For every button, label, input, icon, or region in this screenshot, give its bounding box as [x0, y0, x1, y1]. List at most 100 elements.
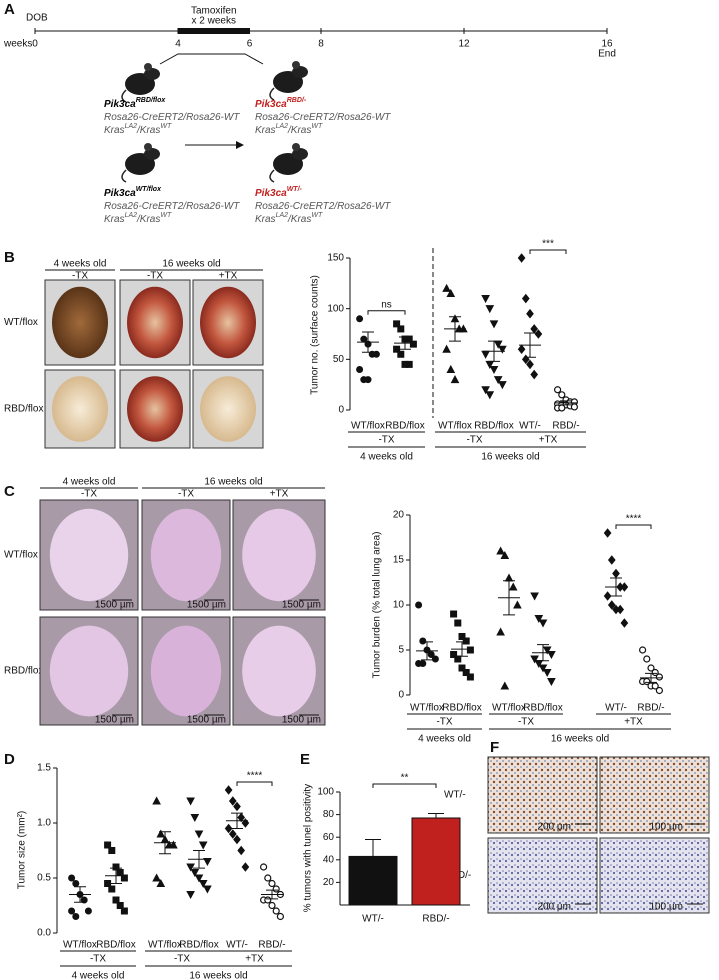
genotype-line: Pik3caRBD/flox	[104, 97, 166, 109]
x-tick-label: RBD/flox	[179, 940, 218, 951]
dot	[489, 320, 499, 329]
bracket	[159, 53, 264, 65]
genotype-line: Rosa26-CreERT2/Rosa26-WT	[104, 201, 240, 212]
dot	[156, 829, 166, 838]
treatment-label: x 2 weeks	[192, 16, 236, 27]
scale-label: 200 µm	[537, 902, 571, 913]
dot	[372, 350, 380, 358]
text-segment: Rosa26-CreERT2/Rosa26-WT	[255, 112, 391, 123]
y-tick-label: 0.5	[37, 873, 51, 884]
dot	[156, 878, 166, 887]
y-axis-label: Tumor size (mm²)	[17, 811, 28, 890]
dot	[655, 673, 664, 681]
age-label: 16 weeks old	[551, 734, 609, 745]
tick-label: 0	[32, 39, 38, 50]
y-tick-label: 50	[333, 354, 345, 365]
x-tick-label: WT/-	[519, 421, 541, 432]
superscript: WT	[160, 123, 172, 130]
treatment-label: -TX	[518, 717, 534, 728]
superscript: WT	[311, 123, 323, 130]
dot	[409, 340, 417, 348]
superscript: RBD/-	[287, 97, 307, 104]
treatment-header: -TX	[178, 489, 194, 500]
error-bar	[503, 580, 515, 616]
mouse-icon	[121, 63, 160, 103]
tissue	[127, 286, 183, 359]
arrowhead	[236, 141, 244, 149]
x-tick-label: WT/flox	[410, 703, 444, 714]
error-bar	[365, 838, 381, 857]
dot	[450, 651, 458, 658]
mouse-tail	[121, 89, 127, 103]
age-label: 4 weeks old	[72, 971, 125, 980]
ihc-image	[599, 756, 710, 834]
tissue	[150, 625, 222, 717]
x-tick-label: WT/-	[605, 703, 627, 714]
treatment-label: -TX	[436, 717, 452, 728]
y-tick-label: 0	[338, 405, 344, 416]
dot	[68, 907, 76, 915]
text-segment: Pik3ca	[104, 188, 136, 199]
dot	[481, 295, 490, 304]
dot	[651, 682, 659, 690]
dot	[454, 619, 462, 627]
dot	[104, 841, 112, 849]
error-bar	[428, 812, 444, 818]
significance-bracket	[367, 310, 406, 315]
error-bar	[231, 812, 243, 829]
age-label: 4 weeks old	[360, 452, 413, 463]
tissue	[52, 286, 108, 359]
x-tick-label: RBD/flox	[385, 421, 424, 432]
panel-letter: F	[490, 739, 499, 756]
tissue	[242, 625, 316, 717]
error-bar	[537, 644, 549, 662]
significance-label: ****	[626, 514, 642, 525]
dot	[112, 896, 120, 904]
text-segment: /Kras	[136, 214, 160, 225]
dot	[458, 633, 466, 640]
error-bar	[362, 331, 374, 353]
dot	[152, 873, 161, 882]
error-bar	[560, 400, 572, 406]
genotype-line: Rosa26-CreERT2/Rosa26-WT	[255, 112, 391, 123]
treatment-label: +TX	[539, 435, 558, 446]
bar	[348, 855, 398, 906]
dot	[233, 834, 241, 845]
dot	[500, 681, 510, 690]
text-segment: Pik3ca	[255, 188, 287, 199]
dot	[431, 655, 439, 663]
y-tick-label: 150	[327, 253, 344, 264]
genotype-line: Pik3caWT/-	[255, 186, 303, 198]
text-segment: Pik3ca	[255, 99, 287, 110]
y-tick-label: 20	[323, 877, 335, 888]
unit-label: weeks	[3, 39, 32, 50]
x-tick-label: WT/flox	[63, 940, 97, 951]
y-axis-label: % tumors with tunel positivity	[303, 784, 314, 912]
y-tick-label: 1.0	[37, 818, 51, 829]
dot	[643, 677, 651, 686]
dot	[108, 885, 116, 893]
treatment-bar	[178, 28, 250, 34]
tissue	[127, 376, 183, 442]
scale-label: 200 µm	[537, 822, 571, 833]
treatment-label: -TX	[90, 954, 106, 965]
dot	[272, 907, 280, 915]
y-tick-label: 20	[393, 510, 405, 521]
error-bar	[159, 831, 171, 855]
dot	[466, 646, 474, 654]
significance-label: ***	[542, 239, 554, 250]
tissue	[52, 376, 108, 442]
age-header: 16 weeks old	[204, 477, 262, 488]
dot	[570, 403, 579, 411]
genotype-line: KrasLA2/KrasWT	[104, 212, 172, 224]
x-tick-label: RBD/flox	[442, 703, 481, 714]
y-tick-label: 0	[398, 690, 404, 701]
dot	[489, 365, 499, 375]
superscript: WT/-	[287, 186, 303, 193]
dot	[603, 591, 612, 601]
treatment-header: -TX	[147, 271, 163, 282]
dot	[84, 907, 92, 915]
text-segment: Pik3ca	[104, 99, 136, 110]
dot	[450, 610, 458, 618]
